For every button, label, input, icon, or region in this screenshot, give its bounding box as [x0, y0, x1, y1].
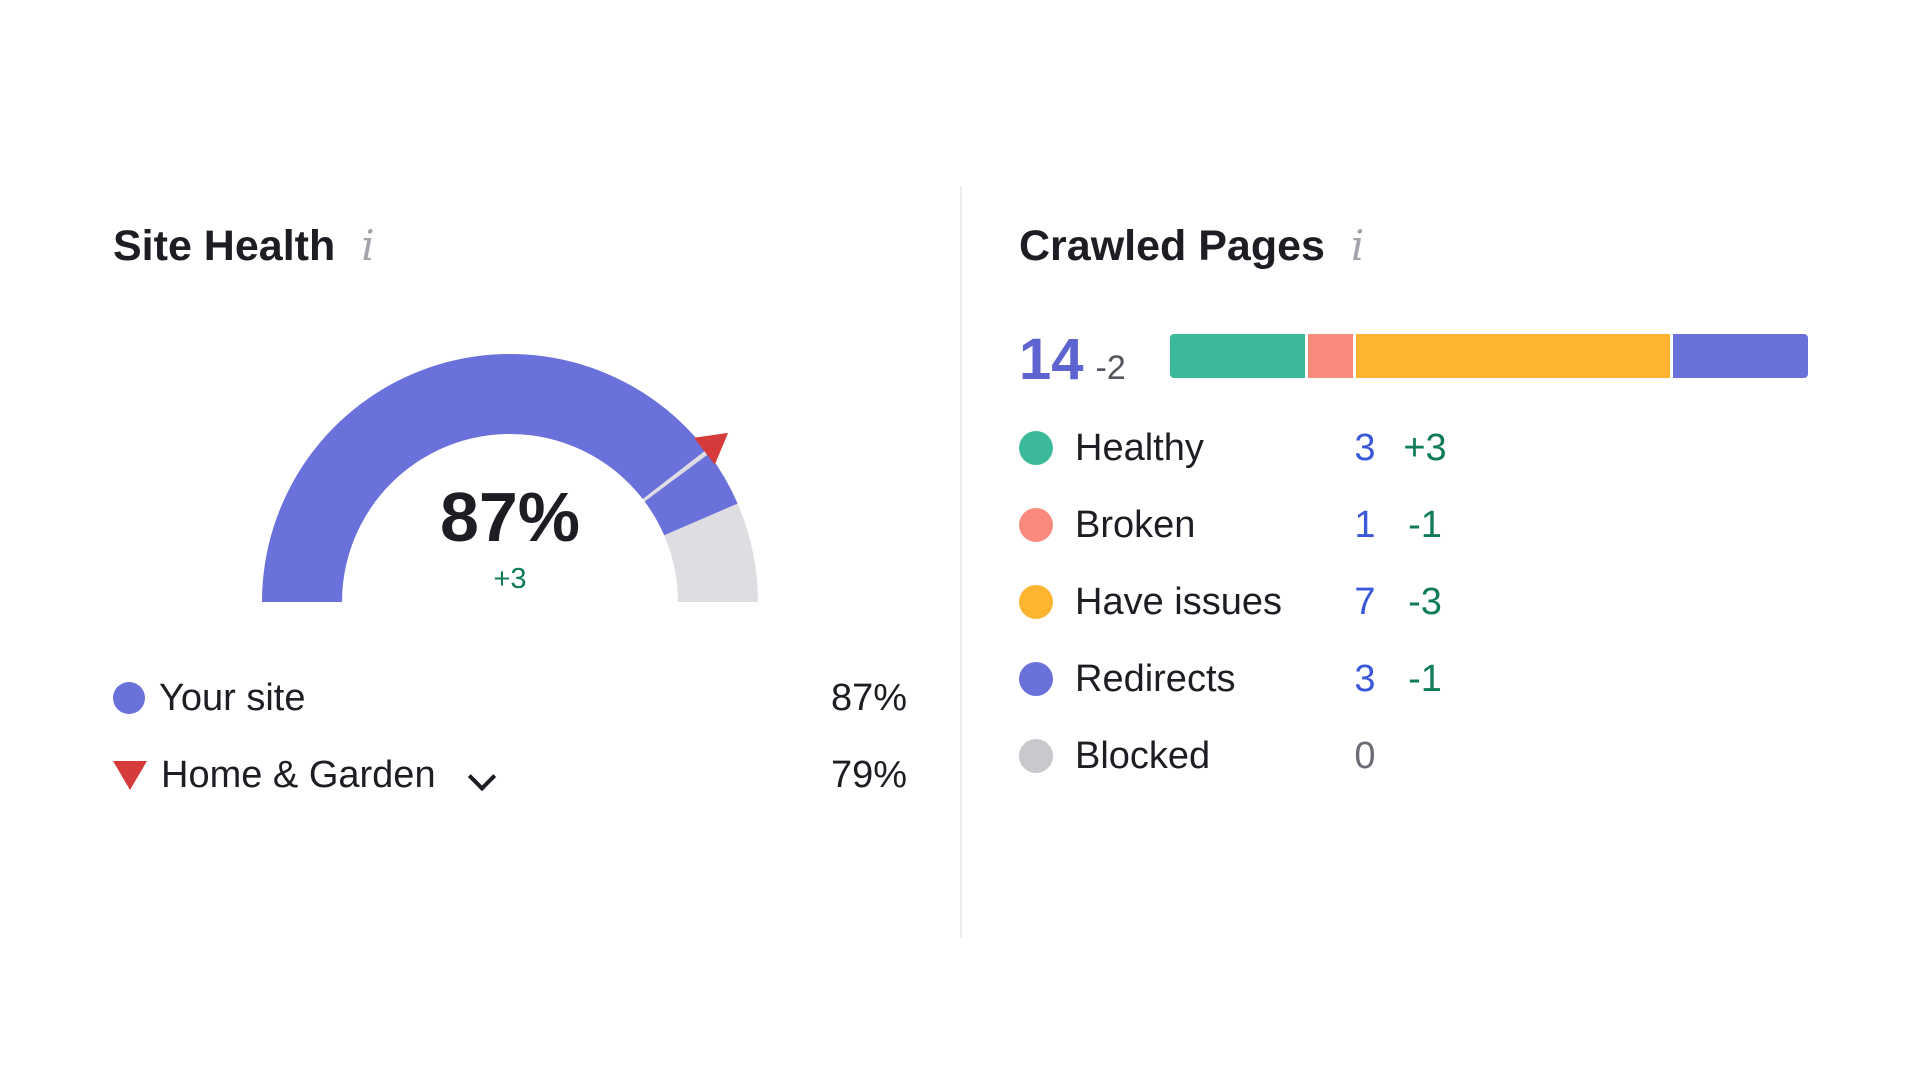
gauge-fill-above-benchmark: [644, 453, 738, 536]
category-row-healthy: Healthy 3 +3: [1019, 422, 1453, 474]
blocked-dot-icon: [1019, 739, 1053, 773]
bar-segment-redirects[interactable]: [1673, 334, 1808, 378]
category-row-redirects: Redirects 3 -1: [1019, 653, 1453, 705]
info-icon[interactable]: i: [361, 221, 375, 270]
legend-your-site: Your site 87%: [113, 673, 907, 723]
crawled-pages-title-row: Crawled Pages i: [1019, 218, 1364, 274]
category-change: -1: [1408, 503, 1442, 546]
healthy-dot-icon: [1019, 431, 1053, 465]
legend-label: Home & Garden: [161, 753, 436, 796]
chevron-down-icon[interactable]: [467, 762, 497, 791]
category-row-have-issues: Have issues 7 -3: [1019, 576, 1453, 628]
total-count[interactable]: 14: [1019, 327, 1084, 392]
total-change: -2: [1095, 349, 1126, 387]
have-issues-dot-icon: [1019, 585, 1053, 619]
category-label: Redirects: [1075, 657, 1236, 700]
broken-dot-icon: [1019, 508, 1053, 542]
gauge-fill-to-benchmark: [262, 354, 706, 602]
your-site-dot-icon: [113, 682, 145, 714]
category-change: +3: [1403, 426, 1447, 469]
crawled-pages-total: 14 -2: [1019, 326, 1126, 393]
category-row-blocked: Blocked 0: [1019, 730, 1453, 782]
category-label: Have issues: [1075, 580, 1282, 623]
category-count[interactable]: 1: [1354, 503, 1376, 546]
category-count[interactable]: 7: [1354, 580, 1376, 623]
category-row-broken: Broken 1 -1: [1019, 499, 1453, 551]
site-health-gauge: [262, 354, 758, 602]
category-count[interactable]: 3: [1354, 426, 1376, 469]
benchmark-selector[interactable]: Home & Garden: [161, 753, 497, 797]
category-change: -1: [1408, 657, 1442, 700]
benchmark-triangle-icon: [113, 760, 147, 790]
legend-label: Your site: [159, 676, 306, 719]
category-change: -3: [1408, 580, 1442, 623]
legend-benchmark: Home & Garden 79%: [113, 750, 907, 800]
site-health-score-change: +3: [493, 563, 527, 595]
site-health-score: 87%: [439, 478, 581, 556]
panel-divider: [960, 186, 962, 938]
redirects-dot-icon: [1019, 662, 1053, 696]
category-label: Broken: [1075, 503, 1196, 546]
category-label: Healthy: [1075, 426, 1204, 469]
category-count: 0: [1354, 734, 1376, 777]
crawled-pages-title: Crawled Pages: [1019, 222, 1325, 270]
legend-value: 87%: [830, 676, 907, 719]
crawled-pages-stacked-bar: [1170, 334, 1808, 378]
bar-segment-have-issues[interactable]: [1355, 334, 1671, 378]
legend-value: 79%: [830, 753, 907, 796]
benchmark-marker-icon: [693, 432, 729, 465]
site-health-title: Site Health: [113, 222, 336, 270]
bar-segment-broken[interactable]: [1307, 334, 1353, 378]
bar-segment-healthy[interactable]: [1170, 334, 1305, 378]
info-icon[interactable]: i: [1350, 221, 1365, 270]
site-health-title-row: Site Health i: [113, 218, 375, 274]
category-label: Blocked: [1075, 734, 1211, 777]
category-count[interactable]: 3: [1354, 657, 1376, 700]
